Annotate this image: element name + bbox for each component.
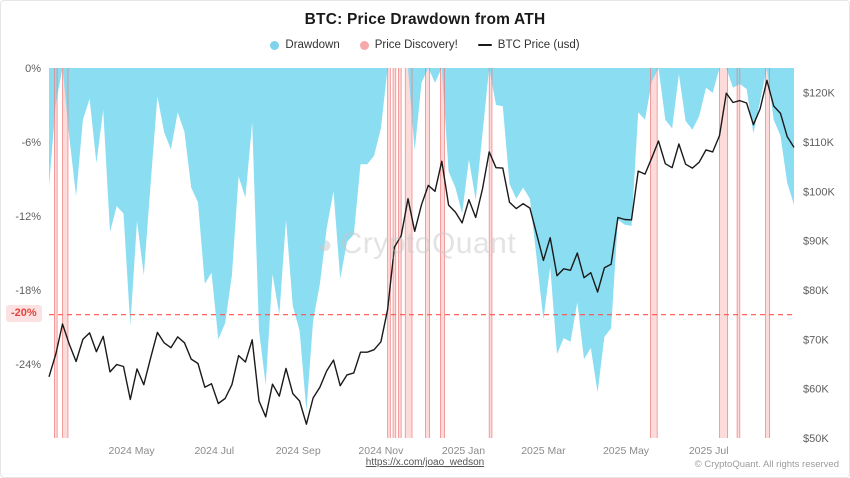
price-discovery-band: [489, 68, 492, 438]
legend-item-btc-price[interactable]: BTC Price (usd): [477, 39, 580, 51]
price-discovery-band: [650, 68, 658, 438]
price-discovery-dot-icon: [359, 40, 369, 50]
y-right-tick-label: $50K: [803, 433, 829, 445]
legend-label-btc-price: BTC Price (usd): [497, 39, 580, 51]
price-discovery-band: [398, 68, 402, 438]
x-tick-label: 2025 Jan: [442, 445, 485, 457]
y-right-tick-label: $120K: [803, 88, 835, 100]
price-discovery-band: [387, 68, 391, 438]
chart-title: BTC: Price Drawdown from ATH: [304, 11, 546, 28]
y-left-tick-label: -24%: [15, 359, 41, 371]
x-tick-label: 2025 May: [603, 445, 650, 457]
y-left-tick-label: -6%: [21, 137, 41, 149]
chart-legend: Drawdown Price Discovery! BTC Price (usd…: [1, 39, 849, 51]
footer: https://x.com/joao_wedson: [1, 452, 849, 470]
y-right-tick-label: $100K: [803, 186, 835, 198]
x-tick-label: 2024 Jul: [194, 445, 234, 457]
y-left-tick-label: -18%: [15, 285, 41, 297]
btc-price-line-icon: [477, 43, 492, 47]
legend-label-drawdown: Drawdown: [285, 39, 340, 51]
x-tick-label: 2025 Jul: [689, 445, 729, 457]
price-discovery-band: [405, 68, 413, 438]
price-discovery-band: [425, 68, 430, 438]
price-discovery-band: [765, 68, 770, 438]
legend-item-drawdown[interactable]: Drawdown: [270, 39, 340, 51]
drawdown-area: [49, 68, 794, 411]
x-tick-label: 2024 Nov: [358, 445, 404, 457]
legend-item-price-discovery[interactable]: Price Discovery!: [359, 39, 458, 51]
y-right-tick-label: $60K: [803, 384, 829, 396]
drawdown-dot-icon: [270, 40, 280, 50]
price-discovery-band: [737, 68, 740, 438]
y-left-tick-label: -12%: [15, 211, 41, 223]
y-right-tick-label: $70K: [803, 334, 829, 346]
y-left-tick-label: 0%: [25, 63, 41, 75]
price-discovery-band: [440, 68, 445, 438]
y-right-tick-label: $90K: [803, 236, 829, 248]
x-tick-label: 2024 Sep: [276, 445, 321, 457]
y-right-tick-label: $80K: [803, 285, 829, 297]
btc-price-line: [48, 79, 795, 425]
price-discovery-band: [719, 68, 728, 438]
price-discovery-band: [62, 68, 68, 438]
price-discovery-band: [54, 68, 58, 438]
y-right-tick-label: $110K: [803, 137, 835, 149]
copyright-text: © CryptoQuant. All rights reserved: [694, 459, 839, 470]
drawdown-threshold-badge: -20%: [6, 304, 42, 322]
legend-label-price-discovery: Price Discovery!: [374, 39, 458, 51]
x-tick-label: 2025 Mar: [521, 445, 566, 457]
x-tick-label: 2024 May: [109, 445, 156, 457]
author-link[interactable]: https://x.com/joao_wedson: [365, 457, 485, 468]
